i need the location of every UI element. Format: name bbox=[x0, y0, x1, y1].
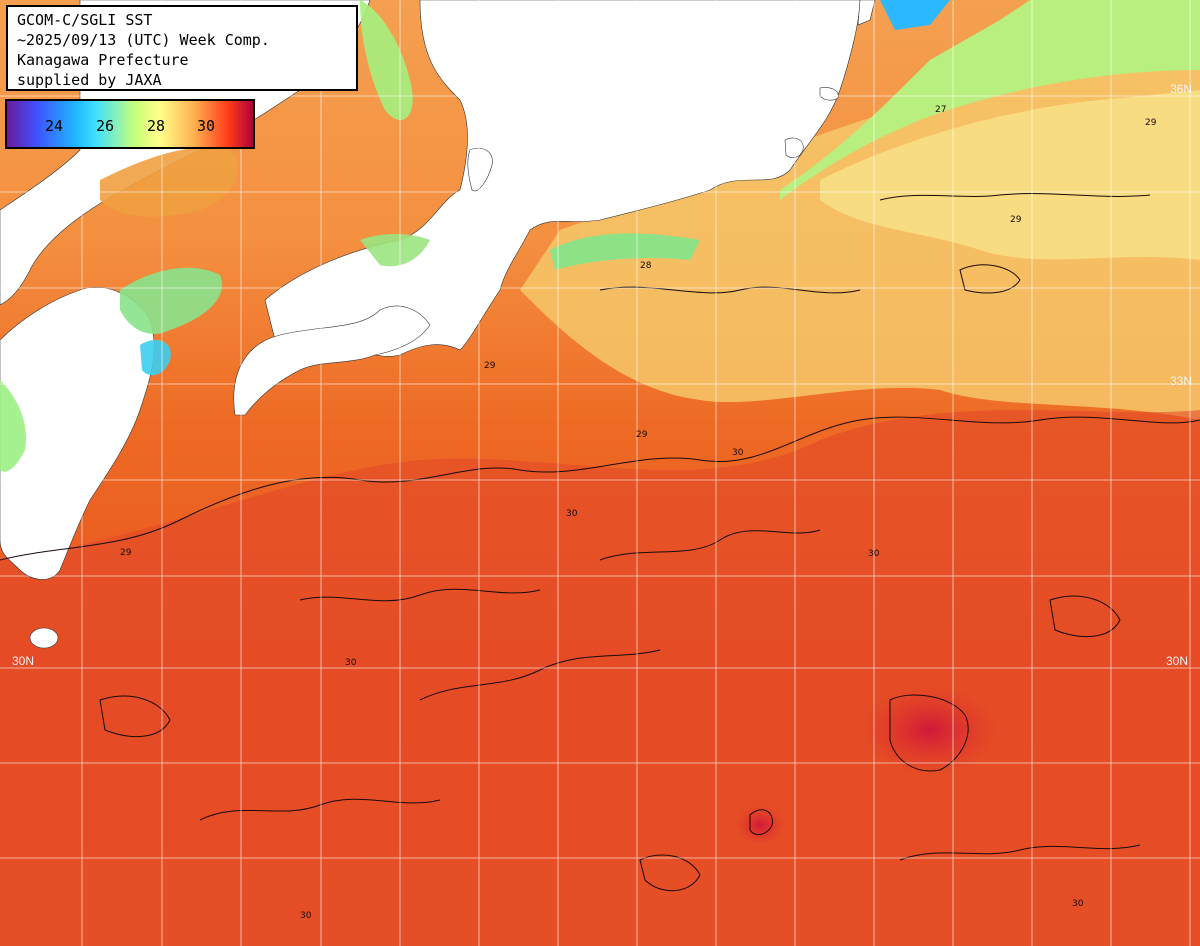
title-line-product: GCOM-C/SGLI SST bbox=[17, 11, 153, 29]
legend-tick: 28 bbox=[147, 117, 166, 135]
contour-labels: 27 28 29 29 29 30 30 30 29 29 30 30 30 bbox=[120, 105, 1157, 921]
contour-label: 30 bbox=[732, 448, 744, 458]
land-honshu bbox=[264, 0, 861, 361]
contour-label: 29 bbox=[120, 548, 132, 558]
contour-label: 29 bbox=[1010, 215, 1022, 225]
yellow-band-east bbox=[820, 90, 1200, 260]
warm-spot-2 bbox=[735, 805, 785, 845]
map-title-box: GCOM-C/SGLI SST ~2025/09/13 (UTC) Week C… bbox=[6, 5, 358, 91]
legend-tick: 30 bbox=[197, 117, 216, 135]
contour-label: 29 bbox=[484, 361, 496, 371]
warm-core-south bbox=[0, 410, 1200, 946]
land-shikoku bbox=[233, 305, 431, 416]
coastal-bands bbox=[0, 0, 430, 472]
land-island-2 bbox=[467, 147, 493, 192]
land-kanto bbox=[857, 0, 876, 26]
lat-label-30n-left: 30N bbox=[12, 654, 35, 668]
green-bay-patch bbox=[550, 233, 700, 270]
temperature-color-legend: 24 26 28 30 bbox=[5, 99, 255, 149]
lat-label-36n-right: 36N bbox=[1170, 82, 1193, 96]
contour-label: 28 bbox=[640, 261, 652, 271]
cyan-coastal-patch bbox=[880, 0, 950, 30]
contour-label: 30 bbox=[345, 658, 357, 668]
land-island-3 bbox=[784, 137, 804, 159]
legend-tick: 24 bbox=[45, 117, 64, 135]
warm-spot-1 bbox=[860, 685, 1000, 775]
land-island-4 bbox=[819, 87, 839, 101]
isotherm-contours bbox=[0, 193, 1200, 892]
contour-label: 29 bbox=[1145, 118, 1157, 128]
contour-label: 29 bbox=[636, 430, 648, 440]
lat-label-30n-right: 30N bbox=[1166, 654, 1189, 668]
contour-label: 27 bbox=[935, 105, 946, 115]
contour-label: 30 bbox=[566, 509, 578, 519]
contour-label: 30 bbox=[300, 911, 312, 921]
contour-label: 30 bbox=[868, 549, 880, 559]
green-coastal-band bbox=[780, 0, 1200, 200]
contour-label: 30 bbox=[1072, 899, 1084, 909]
land-kyushu bbox=[0, 287, 155, 580]
title-line-credit: supplied by JAXA bbox=[17, 71, 162, 89]
legend-tick: 26 bbox=[96, 117, 115, 135]
title-line-region: Kanagawa Prefecture bbox=[17, 51, 189, 69]
lat-label-33n-right: 33N bbox=[1170, 374, 1193, 388]
title-line-date: ~2025/09/13 (UTC) Week Comp. bbox=[17, 31, 270, 49]
land-island-1 bbox=[29, 627, 59, 649]
